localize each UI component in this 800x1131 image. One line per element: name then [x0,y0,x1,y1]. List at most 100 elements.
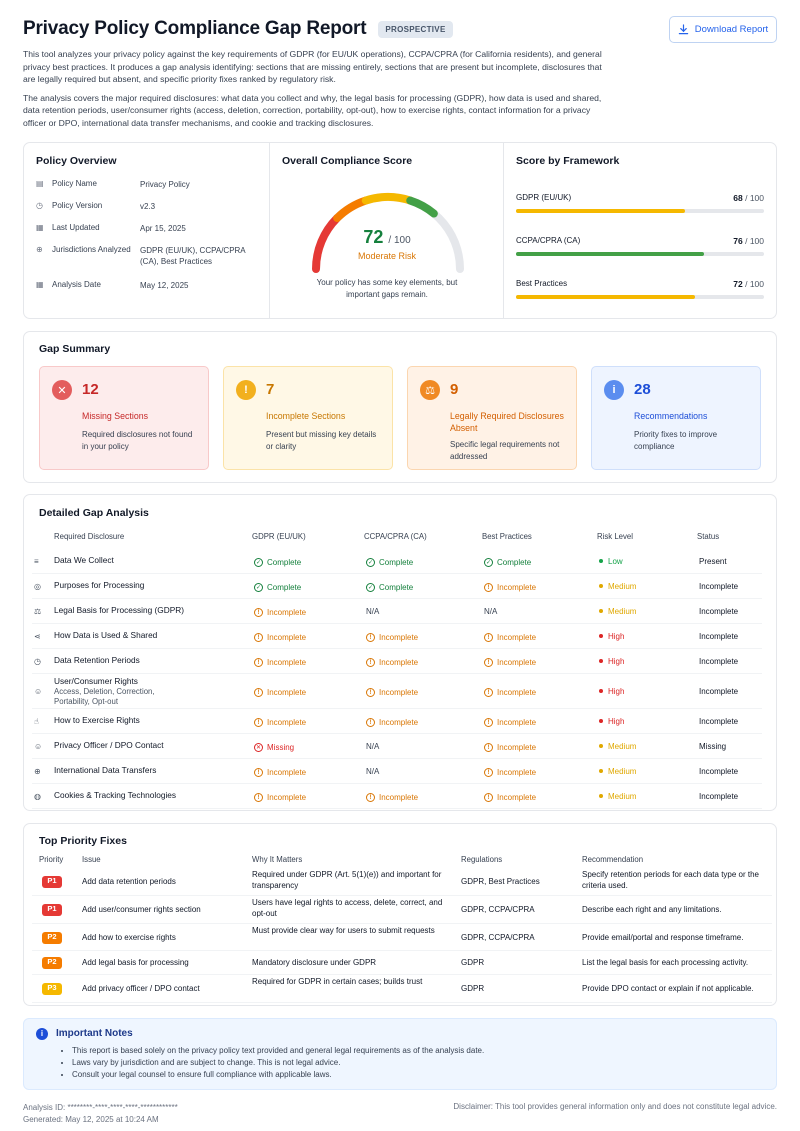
table-row: P2 Add legal basis for processing Mandator… [32,951,772,975]
status-text: Incomplete [267,768,307,777]
recommendation-text: Provide email/portal and response timefr… [582,932,744,942]
risk-text: Medium [608,791,637,801]
status-text: Incomplete [497,718,537,727]
gap-summary-card: Gap Summary ✕ 12 Missing Sections Required … [23,331,777,483]
framework-row: Best Practices 72 / 100 [516,279,764,299]
report-header: Privacy Policy Compliance Gap Report PRO… [23,16,777,43]
framework-name: Best Practices [516,279,568,288]
document-icon: ▤ [36,179,44,188]
disclosure-title: Privacy Officer / DPO Contact [54,739,164,750]
overview-row: ⊕ Jurisdictions Analyzed GDPR (EU/UK), CCP… [36,245,266,267]
overview-value: May 12, 2025 [140,281,189,290]
framework-score: 76 / 100 [733,236,764,246]
framework-status: ✓ Complete [254,582,302,592]
download-icon [678,24,689,35]
status-cell: ✓ Complete [366,583,413,592]
column-header: GDPR (EU/UK) [252,532,306,541]
risk-level: Medium [599,792,636,801]
gap-description: Present but missing key details or clari… [266,430,377,451]
framework-status: N/A [366,767,379,776]
status-cell: ! Incomplete [366,633,418,642]
detailed-gap-analysis-title: Detailed Gap Analysis [39,507,149,519]
framework-status: ! Incomplete [484,792,536,802]
status-value: Incomplete [699,656,739,666]
status-text: Complete [379,583,414,592]
gap-summary-title: Gap Summary [39,343,111,355]
status-cell: ! Incomplete [366,658,418,667]
globe-icon: ⊕ [34,766,41,776]
status-cell: N/A [366,767,379,776]
status-cell: ! Incomplete [254,633,306,642]
framework-status: ! Incomplete [484,767,536,777]
status-cell: ✓ Complete [484,558,531,567]
table-row: ☝ How to Exercise Rights! Incomplete! Incom… [32,709,762,734]
gauge-segment [312,214,342,273]
scales-icon: ⚖ [420,380,440,400]
regulations-text: GDPR, CCPA/CPRA [461,905,535,914]
table-row: P2 Add how to exercise rights Must provide… [32,924,772,951]
table-header: Required Disclosure GDPR (EU/UK) CCPA/CPRA… [24,532,778,544]
alert-circle-icon: ! [254,633,263,642]
disclosure-name: How to Exercise Rights [54,715,254,726]
framework-header: GDPR (EU/UK) 68 / 100 [516,193,764,203]
risk-text: High [608,686,625,696]
risk-text: High [608,656,625,666]
risk-level: Medium [599,742,636,751]
framework-status: ! Incomplete [254,717,307,727]
risk-level: Medium [599,607,636,616]
disclosure-title: Purposes for Processing [54,579,145,590]
framework-status: ✓ Complete [254,557,301,567]
download-report-button[interactable]: Download Report [669,16,777,43]
status-cell: ! Incomplete [484,768,536,777]
status-text: Incomplete [267,718,307,727]
status-text: N/A [366,741,380,751]
status-text: Incomplete [267,633,307,642]
check-circle-icon: ✓ [366,583,375,592]
score-gauge [312,193,464,273]
status-cell: N/A [484,607,497,616]
risk-dot [599,719,603,723]
status-cell: ✕ Missing [254,743,294,752]
gauge-segment [333,196,370,223]
framework-status: N/A [484,607,497,616]
framework-name: CCPA/CPRA (CA) [516,236,581,245]
disclosure-title: Data Retention Periods [54,654,140,665]
disclosure-name: User/Consumer Rights Access, Deletion, Co… [54,676,254,708]
overview-value: v2.3 [140,202,156,211]
recommendation-text: List the legal basis for each processing… [582,958,749,967]
risk-level: High [599,717,624,726]
framework-status: ! Incomplete [254,687,307,697]
status-text: Complete [267,583,302,592]
disclosure-name: Privacy Officer / DPO Contact [54,740,254,751]
framework-bar-fill [516,252,705,256]
disclosure-name: Data We Collect [54,555,254,566]
gauge-segment [361,193,415,205]
risk-level: High [599,657,624,666]
info-icon: i [604,380,624,400]
risk-text: High [608,631,625,641]
issue-text: Add how to exercise rights [82,932,176,942]
table-row: P1 Add data retention periods Required und… [32,868,772,896]
status-cell: ! Incomplete [484,633,536,642]
priority-badge: P3 [42,983,62,995]
risk-level: Medium [599,767,636,776]
status-cell: N/A [366,742,379,751]
status-cell: ! Incomplete [484,583,536,592]
status-text: Incomplete [267,793,307,802]
table-row: P3 Add privacy officer / DPO contact Requi… [32,975,772,1003]
framework-status: ! Incomplete [366,792,418,802]
status-cell: ! Incomplete [254,608,306,617]
gap-label: Legally Required Disclosures Absent [450,411,564,433]
status-value: Incomplete [699,581,739,591]
status-text: Incomplete [267,688,307,697]
alert-circle-icon: ! [366,633,375,642]
column-header: Regulations [461,855,503,864]
table-row: ⚖ Legal Basis for Processing (GDPR)! Incom… [32,599,762,624]
clock-icon: ◷ [36,201,43,210]
risk-level: High [599,687,624,696]
database-icon: ≡ [34,556,39,566]
gap-count: 12 [82,381,99,398]
regulations-text: GDPR, Best Practices [461,877,540,886]
intro-paragraph: The analysis covers the major required d… [23,92,602,128]
notes-list: This report is based solely on the priva… [72,1045,484,1081]
